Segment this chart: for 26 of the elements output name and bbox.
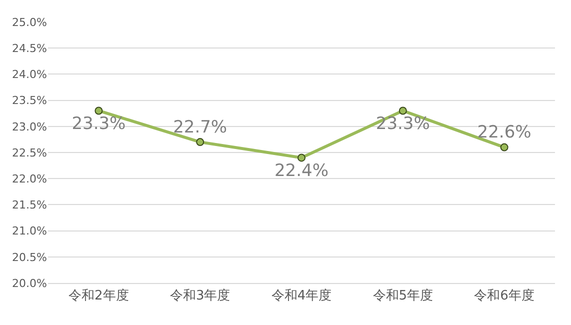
text: 23.3% [72, 114, 126, 134]
point [398, 106, 407, 115]
y-tick-label: 22.0% [12, 172, 47, 186]
point [94, 106, 103, 115]
y-tick-label: 21.0% [12, 224, 47, 238]
y-tick-label: 20.5% [12, 250, 47, 264]
text: 23.3% [376, 114, 430, 134]
x-tick-label: 令和6年度 [474, 288, 534, 304]
x-tick-label: 令和4年度 [271, 288, 332, 304]
text: 22.6% [477, 122, 532, 143]
x-tick-label: 令和3年度 [170, 288, 230, 304]
point [298, 154, 306, 162]
point [196, 138, 204, 146]
y-tick-label: 23.5% [12, 94, 47, 108]
text: 22.7% [173, 117, 228, 138]
y-tick-label: 24.5% [12, 42, 47, 55]
y-tick-label: 22.5% [12, 146, 47, 160]
text: 22.4% [274, 160, 329, 181]
y-tick-label: 25.0% [12, 16, 47, 29]
point [500, 143, 508, 152]
y-tick-label: 20.0% [12, 276, 47, 290]
x-tick-label: 令和2年度 [68, 288, 129, 304]
y-tick-label: 21.5% [12, 198, 47, 212]
x-tick-label: 令和5年度 [372, 288, 434, 304]
y-tick-label: 23.0% [12, 120, 47, 134]
y-tick-label: 24.0% [12, 68, 47, 82]
